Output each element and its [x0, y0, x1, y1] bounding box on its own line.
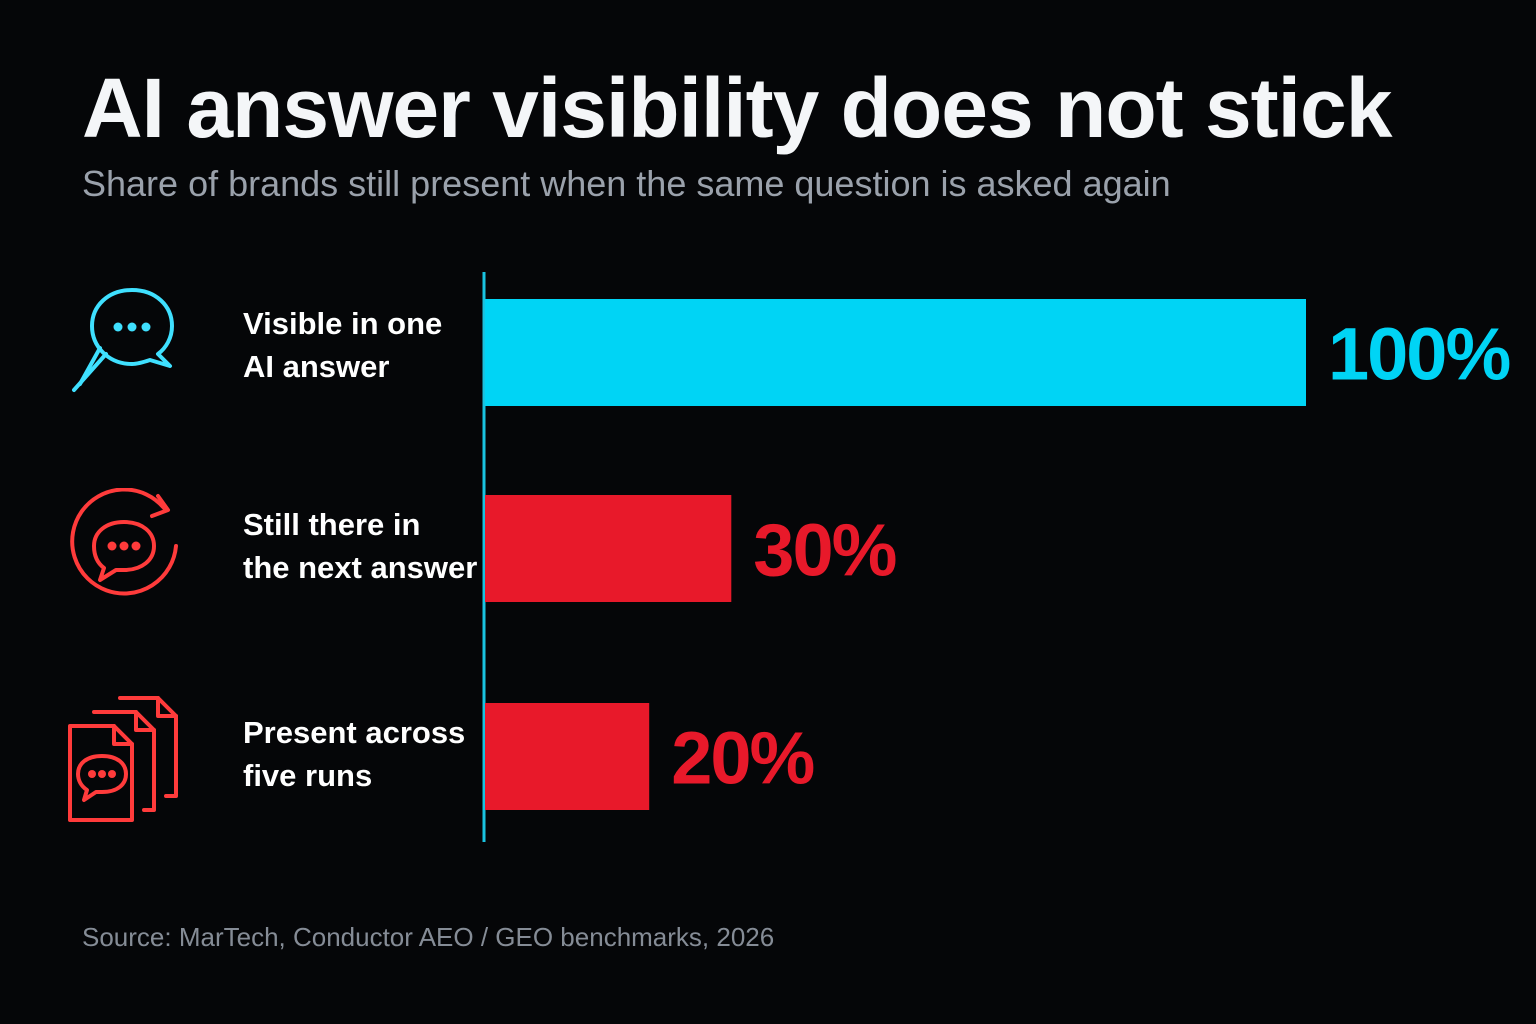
- row-label-1-line-2: AI answer: [243, 349, 390, 384]
- value-label-1: 100%: [1328, 313, 1509, 396]
- row-label-3-line-1: Present across: [243, 715, 466, 750]
- row-label-1: Visible in one AI answer: [243, 302, 442, 388]
- refresh-chat-icon: [70, 488, 178, 596]
- bar-2: [485, 495, 732, 602]
- bar-1: [485, 299, 1306, 406]
- row-label-3: Present across five runs: [243, 711, 465, 797]
- row-label-2-line-1: Still there in: [243, 507, 421, 542]
- chart-subtitle: Share of brands still present when the s…: [82, 163, 1171, 204]
- search-chat-icon: [72, 288, 174, 392]
- chart-title: AI answer visibility does not stick: [82, 61, 1392, 155]
- row-label-3-line-2: five runs: [243, 758, 373, 793]
- bar-3: [485, 703, 650, 810]
- row-label-2: Still there in the next answer: [243, 503, 477, 589]
- value-label-2: 30%: [753, 509, 895, 592]
- row-label-2-line-2: the next answer: [243, 550, 478, 585]
- source-note: Source: MarTech, Conductor AEO / GEO ben…: [82, 922, 775, 952]
- stacked-documents-chat-icon: [68, 696, 178, 822]
- value-label-3: 20%: [671, 717, 813, 800]
- row-label-1-line-1: Visible in one: [243, 306, 443, 341]
